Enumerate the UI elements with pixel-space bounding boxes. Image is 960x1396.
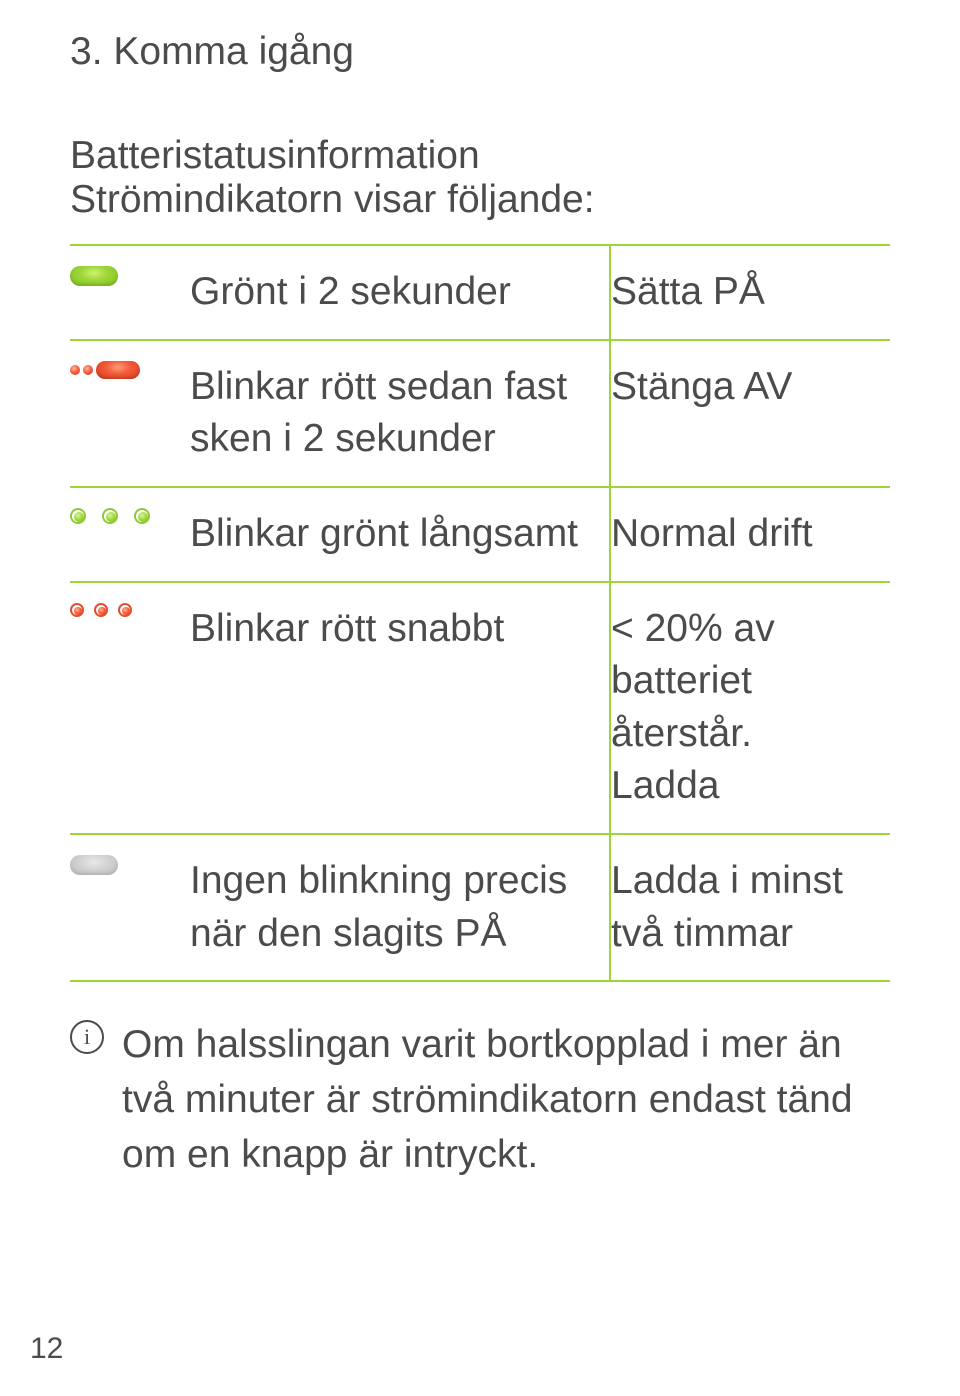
indicator-description: Grönt i 2 sekunder [190,245,610,340]
status-table: Grönt i 2 sekunder Sätta PÅ Blinkar rött… [70,244,890,982]
info-icon: i [70,1020,104,1054]
no-blink-icon [70,855,190,875]
red-dot-icon [74,607,82,615]
table-row: Grönt i 2 sekunder Sätta PÅ [70,245,890,340]
info-note-text: Om halsslingan varit bortkopplad i mer ä… [122,1018,890,1182]
green-dot-icon [138,512,148,522]
page-number: 12 [30,1332,63,1366]
green-dot-icon [106,512,116,522]
green-dot-icon [74,512,84,522]
indicator-meaning: Ladda i minst två timmar [610,834,890,981]
indicator-icon-cell [70,340,190,487]
green-solid-icon [70,266,190,286]
indicator-icon-cell [70,834,190,981]
indicator-description: Blinkar grönt långsamt [190,487,610,582]
battery-status-subtext: Strömindikatorn visar följande: [70,178,890,222]
indicator-icon-cell [70,245,190,340]
table-row: Blinkar grönt långsamt Normal drift [70,487,890,582]
indicator-meaning: Normal drift [610,487,890,582]
red-fast-blink-icon [70,603,190,619]
indicator-icon-cell [70,487,190,582]
red-capsule-icon [96,361,140,379]
red-dot-icon [98,607,106,615]
indicator-description: Blinkar rött sedan fast sken i 2 sekunde… [190,340,610,487]
red-dot-icon [83,365,93,375]
indicator-icon-cell [70,582,190,835]
indicator-description: Blinkar rött snabbt [190,582,610,835]
red-dot-icon [122,607,130,615]
battery-status-subtitle: Batteristatusinformation [70,134,890,178]
red-dot-icon [70,365,80,375]
table-row: Blinkar rött snabbt < 20% av batteriet å… [70,582,890,835]
red-blink-then-solid-icon [70,361,190,379]
indicator-meaning: < 20% av batteriet återstår. Ladda [610,582,890,835]
gray-capsule-icon [70,855,118,875]
indicator-meaning: Sätta PÅ [610,245,890,340]
indicator-description: Ingen blinkning precis när den slagits P… [190,834,610,981]
table-row: Blinkar rött sedan fast sken i 2 sekunde… [70,340,890,487]
table-row: Ingen blinkning precis när den slagits P… [70,834,890,981]
section-title: 3. Komma igång [70,30,890,74]
info-note: i Om halsslingan varit bortkopplad i mer… [70,1018,890,1182]
green-slow-blink-icon [70,508,190,526]
indicator-meaning: Stänga AV [610,340,890,487]
green-capsule-icon [70,266,118,286]
